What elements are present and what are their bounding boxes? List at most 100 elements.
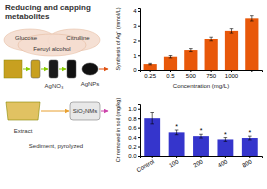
tick-mark bbox=[249, 156, 250, 158]
error-bar bbox=[148, 63, 152, 64]
error-line bbox=[251, 16, 252, 21]
agnps-blob bbox=[82, 63, 98, 75]
tick-mark bbox=[138, 109, 140, 110]
tick-label: 2 bbox=[133, 38, 137, 44]
x-tick: 750 bbox=[206, 70, 217, 79]
annotation: * bbox=[248, 129, 251, 136]
vial bbox=[49, 60, 58, 78]
chart: 0.00.20.40.60.81.0Control100200400800Cr … bbox=[115, 98, 263, 174]
error-cap bbox=[148, 64, 152, 65]
bar bbox=[144, 118, 160, 156]
annotation: * bbox=[224, 131, 227, 138]
beaker bbox=[6, 102, 40, 120]
bar bbox=[242, 138, 258, 156]
annotation: AgNO₃ bbox=[45, 83, 64, 89]
tick-mark bbox=[211, 70, 212, 72]
tick-label: 0 bbox=[133, 67, 137, 73]
y-tick: 4 bbox=[133, 8, 140, 14]
error-bar bbox=[224, 138, 228, 142]
tick-label: 0.6 bbox=[128, 125, 137, 131]
error-cap bbox=[150, 112, 154, 113]
tick-label: Control bbox=[135, 158, 155, 173]
y-tick: 0.0 bbox=[128, 153, 140, 159]
tick-label: 750 bbox=[206, 73, 217, 79]
y-tick: 0.2 bbox=[128, 144, 140, 150]
silica-box bbox=[70, 102, 100, 120]
tick-mark bbox=[190, 70, 191, 72]
tick-mark bbox=[152, 156, 153, 158]
x-tick: Control bbox=[135, 156, 155, 173]
y-tick: 0.6 bbox=[128, 125, 140, 131]
annotation: Citrulline bbox=[66, 35, 90, 41]
axis-line bbox=[141, 157, 263, 159]
error-bar bbox=[150, 113, 154, 124]
tick-mark bbox=[138, 156, 140, 157]
axis-line bbox=[141, 71, 263, 73]
tick-label: 0.0 bbox=[128, 153, 137, 159]
arrow bbox=[41, 69, 48, 70]
tick-label: 4 bbox=[133, 8, 137, 14]
arrow bbox=[101, 111, 108, 112]
tick-mark bbox=[150, 70, 151, 72]
bar bbox=[217, 139, 233, 156]
x-tick: 0.25 bbox=[144, 70, 156, 79]
y-tick: 1.0 bbox=[128, 106, 140, 112]
annotation: Extract bbox=[14, 128, 33, 134]
tick-label: 1.0 bbox=[128, 106, 137, 112]
tick-label: 1 bbox=[133, 53, 137, 59]
annotation: Feruyl alcohol bbox=[33, 46, 70, 52]
error-cap bbox=[224, 141, 228, 142]
vial bbox=[67, 60, 76, 78]
tick-label: 3 bbox=[133, 23, 137, 29]
tick-mark bbox=[138, 147, 140, 148]
tick-label: 0.25 bbox=[144, 73, 156, 79]
x-axis-title: Concentration (mg/L) bbox=[173, 83, 229, 89]
bar bbox=[164, 57, 177, 70]
y-axis: 0.00.20.40.60.81.0 bbox=[128, 105, 140, 160]
tick-mark bbox=[138, 70, 140, 71]
figure: Reducing and cappingmetabolitesGlucoseFe… bbox=[0, 0, 267, 189]
axis-line bbox=[138, 105, 141, 157]
tick-mark bbox=[201, 156, 202, 158]
y-tick: 0.8 bbox=[128, 116, 140, 122]
tick-mark bbox=[138, 11, 140, 12]
bar bbox=[144, 64, 157, 70]
y-axis-title: Synthesis of Ag⁺ (mmol/L) bbox=[115, 7, 121, 70]
x-axis: Control 100 200 400 800 bbox=[135, 156, 262, 173]
error-line bbox=[231, 29, 232, 33]
error-line bbox=[152, 113, 153, 124]
error-cap bbox=[248, 139, 252, 140]
tick-mark bbox=[170, 70, 171, 72]
x-tick: 200 bbox=[192, 156, 204, 169]
error-line bbox=[249, 136, 250, 140]
x-tick: 0.5 bbox=[166, 70, 175, 79]
tick-label: 100 bbox=[168, 158, 180, 169]
bar bbox=[225, 31, 238, 70]
title: Reducing and cappingmetabolites bbox=[5, 3, 91, 21]
arrow bbox=[23, 69, 30, 70]
error-cap bbox=[148, 63, 152, 64]
annotation: SiO₂NMs bbox=[73, 108, 98, 114]
tick-label: 400 bbox=[217, 158, 229, 169]
bar bbox=[205, 39, 218, 70]
tick-mark bbox=[138, 55, 140, 56]
tick-label: 0.8 bbox=[128, 116, 137, 122]
x-tick bbox=[251, 70, 252, 72]
error-cap bbox=[169, 55, 173, 56]
arrow bbox=[59, 69, 66, 70]
error-cap bbox=[189, 48, 193, 49]
error-bar bbox=[169, 56, 173, 58]
x-tick: 400 bbox=[217, 156, 229, 169]
error-bar bbox=[248, 136, 252, 140]
error-bar bbox=[209, 37, 213, 41]
error-bar bbox=[175, 130, 179, 135]
tick-mark bbox=[138, 118, 140, 119]
tick-label: 800 bbox=[241, 158, 253, 169]
error-bar bbox=[230, 29, 234, 33]
plot-area bbox=[144, 113, 257, 156]
y-axis: 0 1 2 3 4 bbox=[133, 8, 140, 73]
error-cap bbox=[199, 138, 203, 139]
tick-mark bbox=[176, 156, 177, 158]
y-tick: 2 bbox=[133, 38, 140, 44]
bar bbox=[193, 136, 209, 156]
